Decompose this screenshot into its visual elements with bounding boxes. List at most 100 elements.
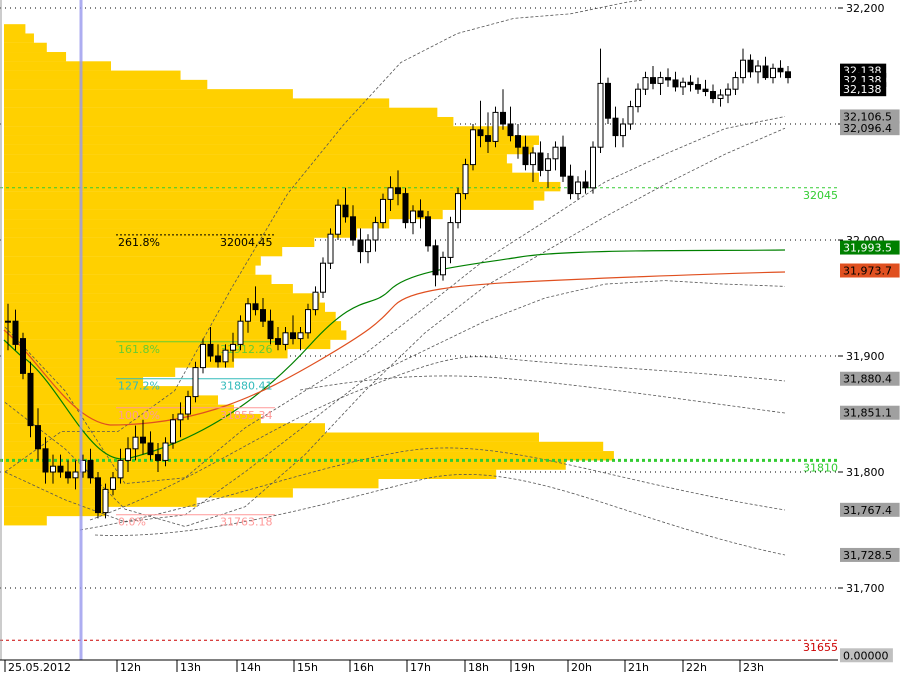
candle-body: [462, 164, 469, 195]
time-label: 23h: [743, 661, 764, 674]
candle-body: [717, 94, 724, 99]
candle-body: [275, 338, 281, 345]
volume-bar: [4, 172, 539, 183]
candle-body: [155, 454, 161, 461]
volume-bar: [4, 451, 614, 461]
candle-body: [335, 204, 341, 235]
candle-body: [5, 320, 11, 323]
volume-bar: [4, 256, 261, 266]
candle-body: [492, 111, 499, 142]
candle-body: [402, 193, 409, 224]
candle-body: [237, 320, 244, 345]
candle-body: [770, 67, 776, 79]
volume-bar: [4, 516, 47, 526]
price-tag-bg: [840, 82, 887, 97]
candle-body: [477, 129, 484, 137]
candle-body: [147, 442, 154, 456]
candle-body: [185, 396, 191, 415]
candle-body: [230, 343, 236, 351]
price-tag-bg: [840, 502, 900, 517]
candle-body: [710, 91, 716, 99]
fib-price-label: 31763.18: [220, 516, 273, 529]
volume-bar: [4, 107, 438, 118]
candle-body: [747, 59, 754, 73]
candle-body: [72, 471, 79, 479]
candle-body: [545, 158, 551, 171]
volume-bar: [4, 311, 336, 322]
candle-body: [95, 477, 101, 514]
candle-body: [455, 193, 461, 224]
volume-bar: [4, 135, 539, 145]
volume-bar: [4, 61, 111, 71]
price-tag-bg: [840, 240, 900, 255]
volume-bar: [4, 413, 261, 424]
volume-bar: [4, 209, 443, 220]
candle-body: [50, 465, 56, 473]
y-tick-label: 31,900: [846, 350, 885, 363]
volume-bar: [4, 488, 293, 498]
candle-body: [395, 187, 401, 195]
volume-bar: [4, 441, 604, 452]
candle-body: [567, 175, 574, 195]
volume-bar: [4, 219, 390, 229]
volume-bar: [4, 98, 390, 108]
candle-body: [755, 65, 761, 73]
price-tag-bg: [840, 547, 900, 562]
bollinger-mid-lower: [4, 127, 786, 527]
volume-bar: [4, 432, 539, 442]
candle-body: [560, 146, 566, 177]
y-tick-label: 31,800: [846, 466, 885, 479]
price-tag-bg: [840, 263, 900, 278]
time-label: 20h: [571, 661, 592, 674]
volume-bar: [4, 386, 197, 396]
candle-body: [290, 332, 296, 340]
volume-bar: [4, 506, 106, 517]
volume-bar: [4, 274, 272, 285]
level-label: 31655: [803, 641, 838, 654]
candle-body: [582, 181, 589, 189]
moving-average-green: [3, 249, 786, 460]
volume-bar: [4, 33, 34, 43]
level-label: 32045: [803, 189, 838, 202]
volume-bar: [4, 367, 176, 377]
candle-body: [170, 419, 176, 444]
time-label: 19h: [514, 661, 535, 674]
fib-ratio-label: 161.8%: [118, 343, 160, 356]
candle-body: [740, 59, 746, 79]
candle-body: [605, 82, 611, 119]
bollinger-lower: [4, 280, 786, 523]
y-tick-label: 31,700: [846, 582, 885, 595]
volume-bar: [4, 284, 293, 294]
candle-body: [35, 425, 41, 450]
candle-body: [417, 210, 424, 218]
candle-body: [200, 343, 206, 369]
candle-body: [522, 146, 529, 166]
candle-body: [762, 65, 769, 79]
volume-bar: [4, 469, 497, 480]
candle-body: [12, 320, 19, 345]
volume-bar: [4, 358, 235, 368]
time-label: 15h: [297, 661, 318, 674]
candle-body: [177, 413, 184, 421]
candle-body: [305, 309, 311, 334]
candle-body: [222, 349, 229, 363]
candle-body: [530, 152, 536, 166]
candle-body: [635, 88, 641, 108]
price-tag-bg: [840, 371, 900, 386]
candle-body: [350, 216, 356, 241]
candle-body: [192, 367, 199, 398]
volume-bar: [4, 116, 454, 127]
volume-bar: [4, 395, 218, 405]
candle-body: [777, 67, 784, 73]
price-tag-label: 31,993.5: [843, 242, 892, 255]
y-tick-label: 32,200: [846, 2, 885, 15]
candle-body: [327, 233, 334, 264]
time-label: 13h: [180, 661, 201, 674]
volume-bar: [4, 423, 325, 433]
volume-bar: [4, 460, 566, 470]
time-label: 21h: [628, 661, 649, 674]
time-label: 25.05.2012: [8, 661, 71, 674]
volume-bar: [4, 376, 144, 387]
